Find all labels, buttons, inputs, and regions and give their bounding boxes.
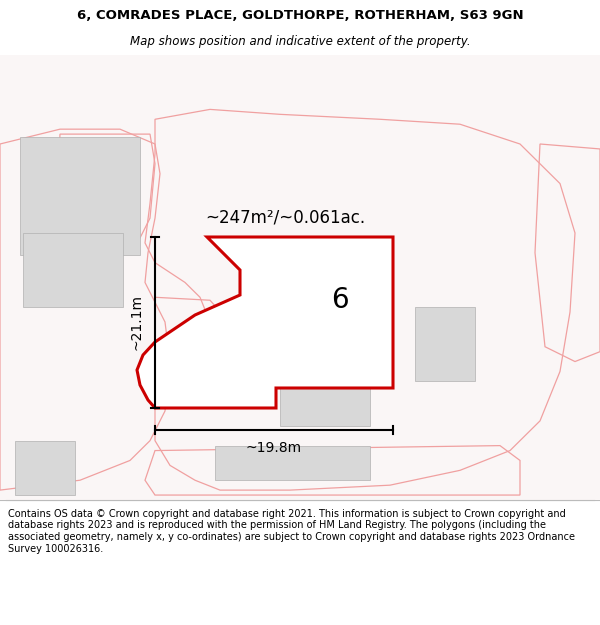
Bar [20,137,140,255]
Text: ~19.8m: ~19.8m [246,441,302,455]
Text: 6: 6 [331,286,349,314]
Bar [15,441,75,495]
Text: Contains OS data © Crown copyright and database right 2021. This information is : Contains OS data © Crown copyright and d… [8,509,575,554]
Bar [215,446,370,480]
Bar [280,307,370,426]
Text: 6, COMRADES PLACE, GOLDTHORPE, ROTHERHAM, S63 9GN: 6, COMRADES PLACE, GOLDTHORPE, ROTHERHAM… [77,9,523,22]
Bar [23,233,123,307]
Text: ~21.1m: ~21.1m [130,294,144,350]
Polygon shape [137,237,393,408]
Text: ~247m²/~0.061ac.: ~247m²/~0.061ac. [205,209,365,227]
Bar [415,307,475,381]
Text: Map shows position and indicative extent of the property.: Map shows position and indicative extent… [130,35,470,48]
